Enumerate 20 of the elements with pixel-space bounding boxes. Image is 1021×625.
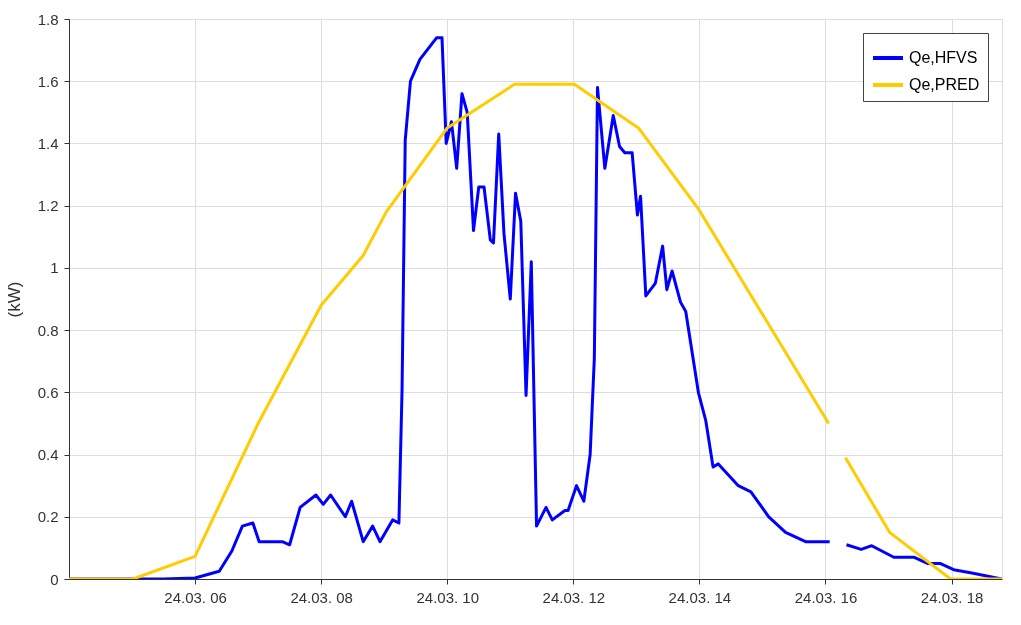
y-tick-label: 0.6 (37, 383, 59, 401)
y-tick-label: 0 (50, 570, 59, 588)
x-tick-label: 24.03. 06 (164, 588, 227, 606)
x-tick-label: 24.03. 12 (542, 588, 606, 606)
x-tick-label: 24.03. 08 (290, 588, 353, 606)
legend-label: Qe,PRED (909, 76, 980, 93)
x-tick-label: 24.03. 10 (416, 588, 480, 606)
y-tick-label: 1.8 (37, 10, 59, 28)
x-tick-label: 24.03. 16 (794, 588, 858, 606)
x-tick-label: 24.03. 14 (668, 588, 732, 606)
y-axis-title: (kW) (4, 281, 24, 318)
y-tick-label: 1.2 (37, 197, 59, 215)
y-tick-label: 1 (50, 259, 59, 277)
y-tick-label: 1.4 (37, 134, 59, 152)
y-tick-label: 1.6 (37, 72, 59, 90)
y-tick-label: 0.4 (37, 446, 59, 464)
y-tick-label: 0.2 (37, 508, 59, 526)
x-tick-label: 24.03. 18 (920, 588, 984, 606)
y-tick-label: 0.8 (37, 321, 59, 339)
legend-label: Qe,HFVS (909, 49, 978, 66)
